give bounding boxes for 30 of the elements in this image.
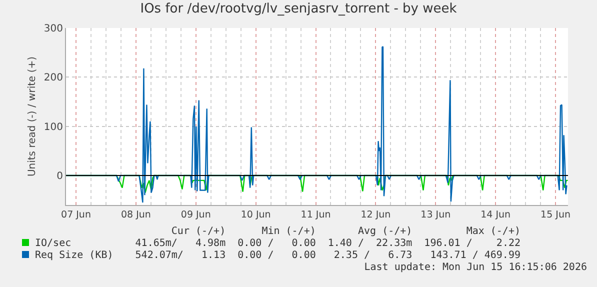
x-tick-label: 11 Jun: [300, 209, 331, 220]
text: 196.01 / 2.22: [423, 238, 520, 250]
text: 143.71 / 469.99: [429, 250, 520, 262]
x-tick-label: 08 Jun: [120, 209, 151, 220]
text: 1.40 / 22.33m: [326, 238, 412, 250]
text: Min (-/+): [260, 226, 316, 238]
x-tick-label: 14 Jun: [480, 209, 511, 220]
text: Avg (-/+): [356, 226, 412, 238]
y-tick-label: 0: [56, 171, 63, 182]
text: 2.35 / 6.73: [332, 250, 412, 262]
y-axis-title: Units read (-) / write (+): [26, 56, 38, 177]
x-tick-label: 10 Jun: [240, 209, 271, 220]
y-tick-label: 200: [44, 72, 63, 84]
y-tick-label: 300: [44, 24, 63, 34]
text: 0.00 / 0.00: [236, 238, 316, 250]
x-tick-label: 15 Jun: [540, 209, 570, 220]
text: 542.07m/ 1.13: [134, 250, 226, 262]
text: 0.00 / 0.00: [236, 250, 316, 262]
text: 41.65m/ 4.98m: [134, 238, 226, 250]
y-tick-label: 100: [44, 122, 63, 133]
legend-label: IO/sec: [34, 238, 72, 250]
text: Max (-/+): [465, 226, 520, 238]
x-tick-label: 12 Jun: [360, 209, 391, 220]
legend-label: Req Size (KB): [34, 250, 114, 262]
x-tick-label: 09 Jun: [180, 209, 211, 220]
x-tick-label: 13 Jun: [420, 209, 451, 220]
x-tick-label: 07 Jun: [61, 209, 91, 220]
text: Cur (-/+): [170, 226, 226, 238]
chart-title: IOs for /dev/rootvg/lv_senjasrv_torrent - by week: [140, 2, 458, 17]
text: Last update: Mon Jun 15 16:15:06 2026: [363, 262, 587, 273]
